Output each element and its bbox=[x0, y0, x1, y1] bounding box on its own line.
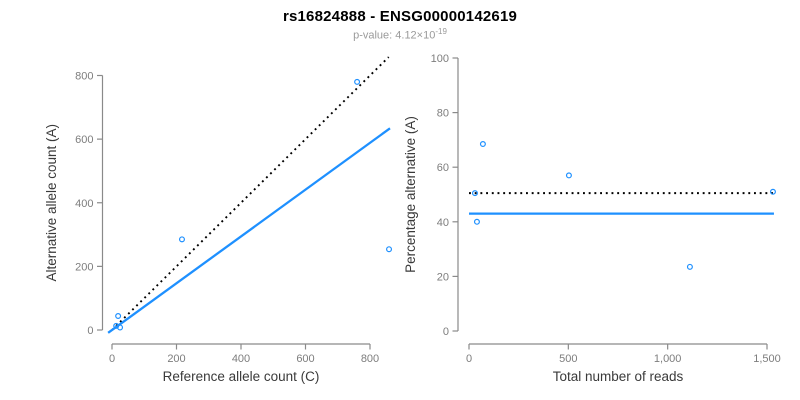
y-tick-label: 60 bbox=[437, 162, 449, 174]
x-tick-label: 400 bbox=[232, 353, 250, 365]
y-tick-label: 100 bbox=[431, 53, 449, 65]
data-point bbox=[117, 324, 124, 331]
data-point bbox=[473, 218, 480, 225]
y-tick-label: 600 bbox=[75, 134, 93, 146]
figure-title: rs16824888 - ENSG00000142619 bbox=[282, 8, 518, 25]
x-tick-label: 200 bbox=[167, 353, 185, 365]
x-tick-label: 500 bbox=[559, 353, 577, 365]
y-tick-label: 0 bbox=[87, 325, 93, 337]
x-tick-label: 1,000 bbox=[654, 353, 682, 365]
x-tick-label: 600 bbox=[296, 353, 314, 365]
y-axis-title: Alternative allele count (A) bbox=[44, 124, 59, 282]
data-point bbox=[769, 188, 776, 195]
data-point bbox=[115, 313, 122, 320]
y-tick-label: 0 bbox=[443, 326, 449, 338]
identity-line bbox=[111, 56, 390, 331]
y-tick-label: 400 bbox=[75, 198, 93, 210]
y-tick-label: 40 bbox=[437, 217, 449, 229]
y-tick-label: 80 bbox=[437, 108, 449, 120]
left-plot: 0 200 400 600 800 0 200 400 600 800 Reference alle… bbox=[44, 56, 393, 384]
data-point bbox=[354, 78, 361, 85]
x-tick-label: 800 bbox=[361, 353, 379, 365]
right-plot: 0 20 40 60 80 100 0 500 1,000 1,500 Total number o… bbox=[403, 53, 781, 384]
data-point bbox=[178, 236, 185, 243]
x-axis-title: Total number of reads bbox=[553, 369, 684, 384]
y-tick-label: 200 bbox=[75, 261, 93, 273]
data-point bbox=[565, 172, 572, 179]
x-axis-title: Reference allele count (C) bbox=[163, 369, 320, 384]
regression-line bbox=[107, 127, 391, 334]
y-tick-label: 20 bbox=[437, 271, 449, 283]
data-point bbox=[471, 190, 478, 197]
figure-subtitle: p-value: 4.12×10-19 bbox=[0, 27, 800, 42]
data-point bbox=[386, 246, 393, 253]
y-tick-label: 800 bbox=[75, 71, 93, 83]
data-point bbox=[686, 263, 693, 270]
data-point bbox=[479, 140, 486, 147]
x-tick-label: 0 bbox=[466, 353, 472, 365]
pvalue-text: p-value: 4.12×10 bbox=[353, 29, 436, 42]
x-tick-label: 1,500 bbox=[753, 353, 781, 365]
pvalue-exponent: -19 bbox=[435, 27, 447, 36]
y-axis-title: Percentage alternative (A) bbox=[403, 116, 418, 273]
x-tick-label: 0 bbox=[109, 353, 115, 365]
